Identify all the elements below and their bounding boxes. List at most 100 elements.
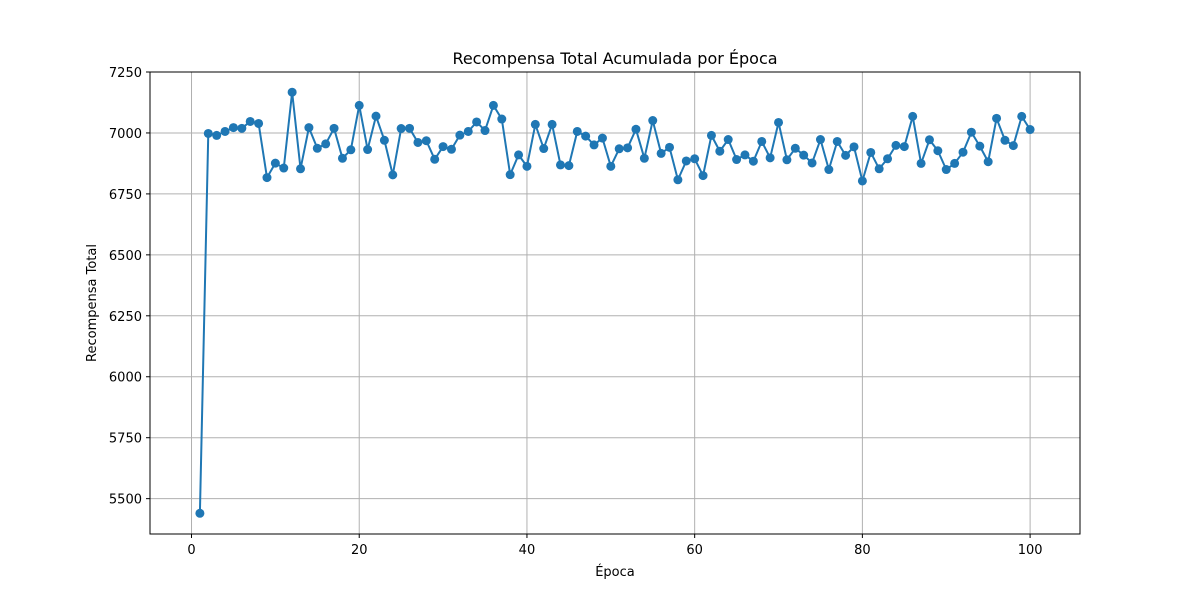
data-point	[606, 161, 616, 171]
data-point	[681, 156, 691, 166]
plot-frame	[149, 71, 1081, 535]
data-point	[547, 119, 557, 129]
data-point	[514, 150, 524, 160]
data-point	[841, 150, 851, 160]
data-point	[438, 142, 448, 152]
data-point	[966, 127, 976, 137]
data-point	[539, 144, 549, 154]
data-point	[866, 147, 876, 157]
data-point	[379, 135, 389, 145]
data-point	[916, 158, 926, 168]
data-point	[665, 142, 675, 152]
data-point	[321, 139, 331, 149]
data-point	[296, 164, 306, 174]
data-point	[698, 171, 708, 181]
data-point	[723, 135, 733, 145]
data-point	[505, 170, 515, 180]
series-reward	[195, 87, 1035, 518]
data-point	[371, 111, 381, 121]
data-point	[782, 155, 792, 165]
data-point	[614, 144, 624, 154]
data-point	[287, 87, 297, 97]
data-point	[933, 146, 943, 156]
data-point	[530, 119, 540, 129]
x-tick-label: 100	[1018, 543, 1043, 558]
data-point	[715, 146, 725, 156]
data-point	[857, 176, 867, 186]
data-point	[656, 148, 666, 158]
chart-title: Recompensa Total Acumulada por Época	[452, 49, 777, 68]
data-point	[354, 100, 364, 110]
data-point	[799, 150, 809, 160]
data-point	[950, 158, 960, 168]
data-point	[446, 144, 456, 154]
data-point	[304, 123, 314, 133]
data-point	[572, 126, 582, 136]
data-point	[497, 114, 507, 124]
data-point	[480, 126, 490, 136]
data-point	[463, 126, 473, 136]
y-tick-label: 6250	[109, 310, 142, 325]
data-point	[421, 136, 431, 146]
data-point	[740, 150, 750, 160]
data-point	[597, 133, 607, 143]
data-point	[472, 117, 482, 127]
data-point	[589, 140, 599, 150]
data-point	[363, 145, 373, 155]
data-point	[228, 123, 238, 133]
data-point	[1000, 135, 1010, 145]
data-point	[757, 136, 767, 146]
y-tick-label: 5750	[109, 432, 142, 447]
x-tick-label: 60	[686, 543, 703, 558]
data-point	[824, 165, 834, 175]
data-point	[815, 135, 825, 145]
data-point	[388, 170, 398, 180]
data-point	[690, 154, 700, 164]
y-tick-label: 6750	[109, 188, 142, 203]
series-line	[198, 91, 1031, 514]
y-tick-label: 6500	[109, 249, 142, 264]
data-point	[631, 124, 641, 134]
data-point	[488, 100, 498, 110]
y-axis-ticks: 5500 5750 6000 6250 6500 6750 7000 7250	[109, 66, 150, 508]
data-point	[732, 155, 742, 165]
data-point	[883, 154, 893, 164]
y-tick-label: 7250	[109, 66, 142, 81]
data-point	[924, 135, 934, 145]
x-tick-label: 40	[519, 543, 536, 558]
data-point	[706, 130, 716, 140]
data-point	[522, 161, 532, 171]
data-point	[673, 175, 683, 185]
data-point	[455, 130, 465, 140]
data-point	[262, 173, 272, 183]
y-tick-label: 6000	[109, 371, 142, 386]
data-point	[908, 111, 918, 121]
data-point	[975, 141, 985, 151]
data-point	[237, 123, 247, 133]
data-point	[564, 161, 574, 171]
data-point	[983, 157, 993, 167]
data-point	[254, 118, 264, 128]
data-point	[623, 143, 633, 153]
data-point	[430, 154, 440, 164]
data-point	[648, 116, 658, 126]
data-point	[413, 137, 423, 147]
data-point	[396, 124, 406, 134]
data-point	[312, 143, 322, 153]
data-point	[774, 117, 784, 127]
y-tick-label: 7000	[109, 127, 142, 142]
x-axis-label: Época	[595, 564, 635, 580]
data-point	[245, 116, 255, 126]
data-point	[1025, 125, 1035, 135]
data-point	[899, 142, 909, 152]
data-point	[790, 143, 800, 153]
data-point	[203, 128, 213, 138]
data-point	[891, 140, 901, 150]
x-axis-ticks: 0 20 40 60 80 100	[187, 534, 1043, 558]
data-point	[555, 160, 565, 170]
data-point	[405, 123, 415, 133]
data-point	[765, 153, 775, 163]
data-point	[581, 131, 591, 141]
